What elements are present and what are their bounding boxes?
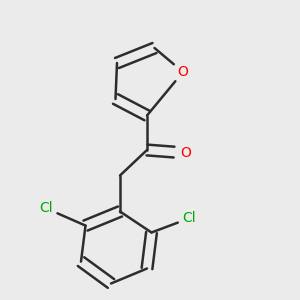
Text: O: O [181, 146, 191, 160]
Text: Cl: Cl [40, 202, 53, 215]
Text: Cl: Cl [182, 212, 196, 225]
Text: O: O [178, 65, 188, 79]
